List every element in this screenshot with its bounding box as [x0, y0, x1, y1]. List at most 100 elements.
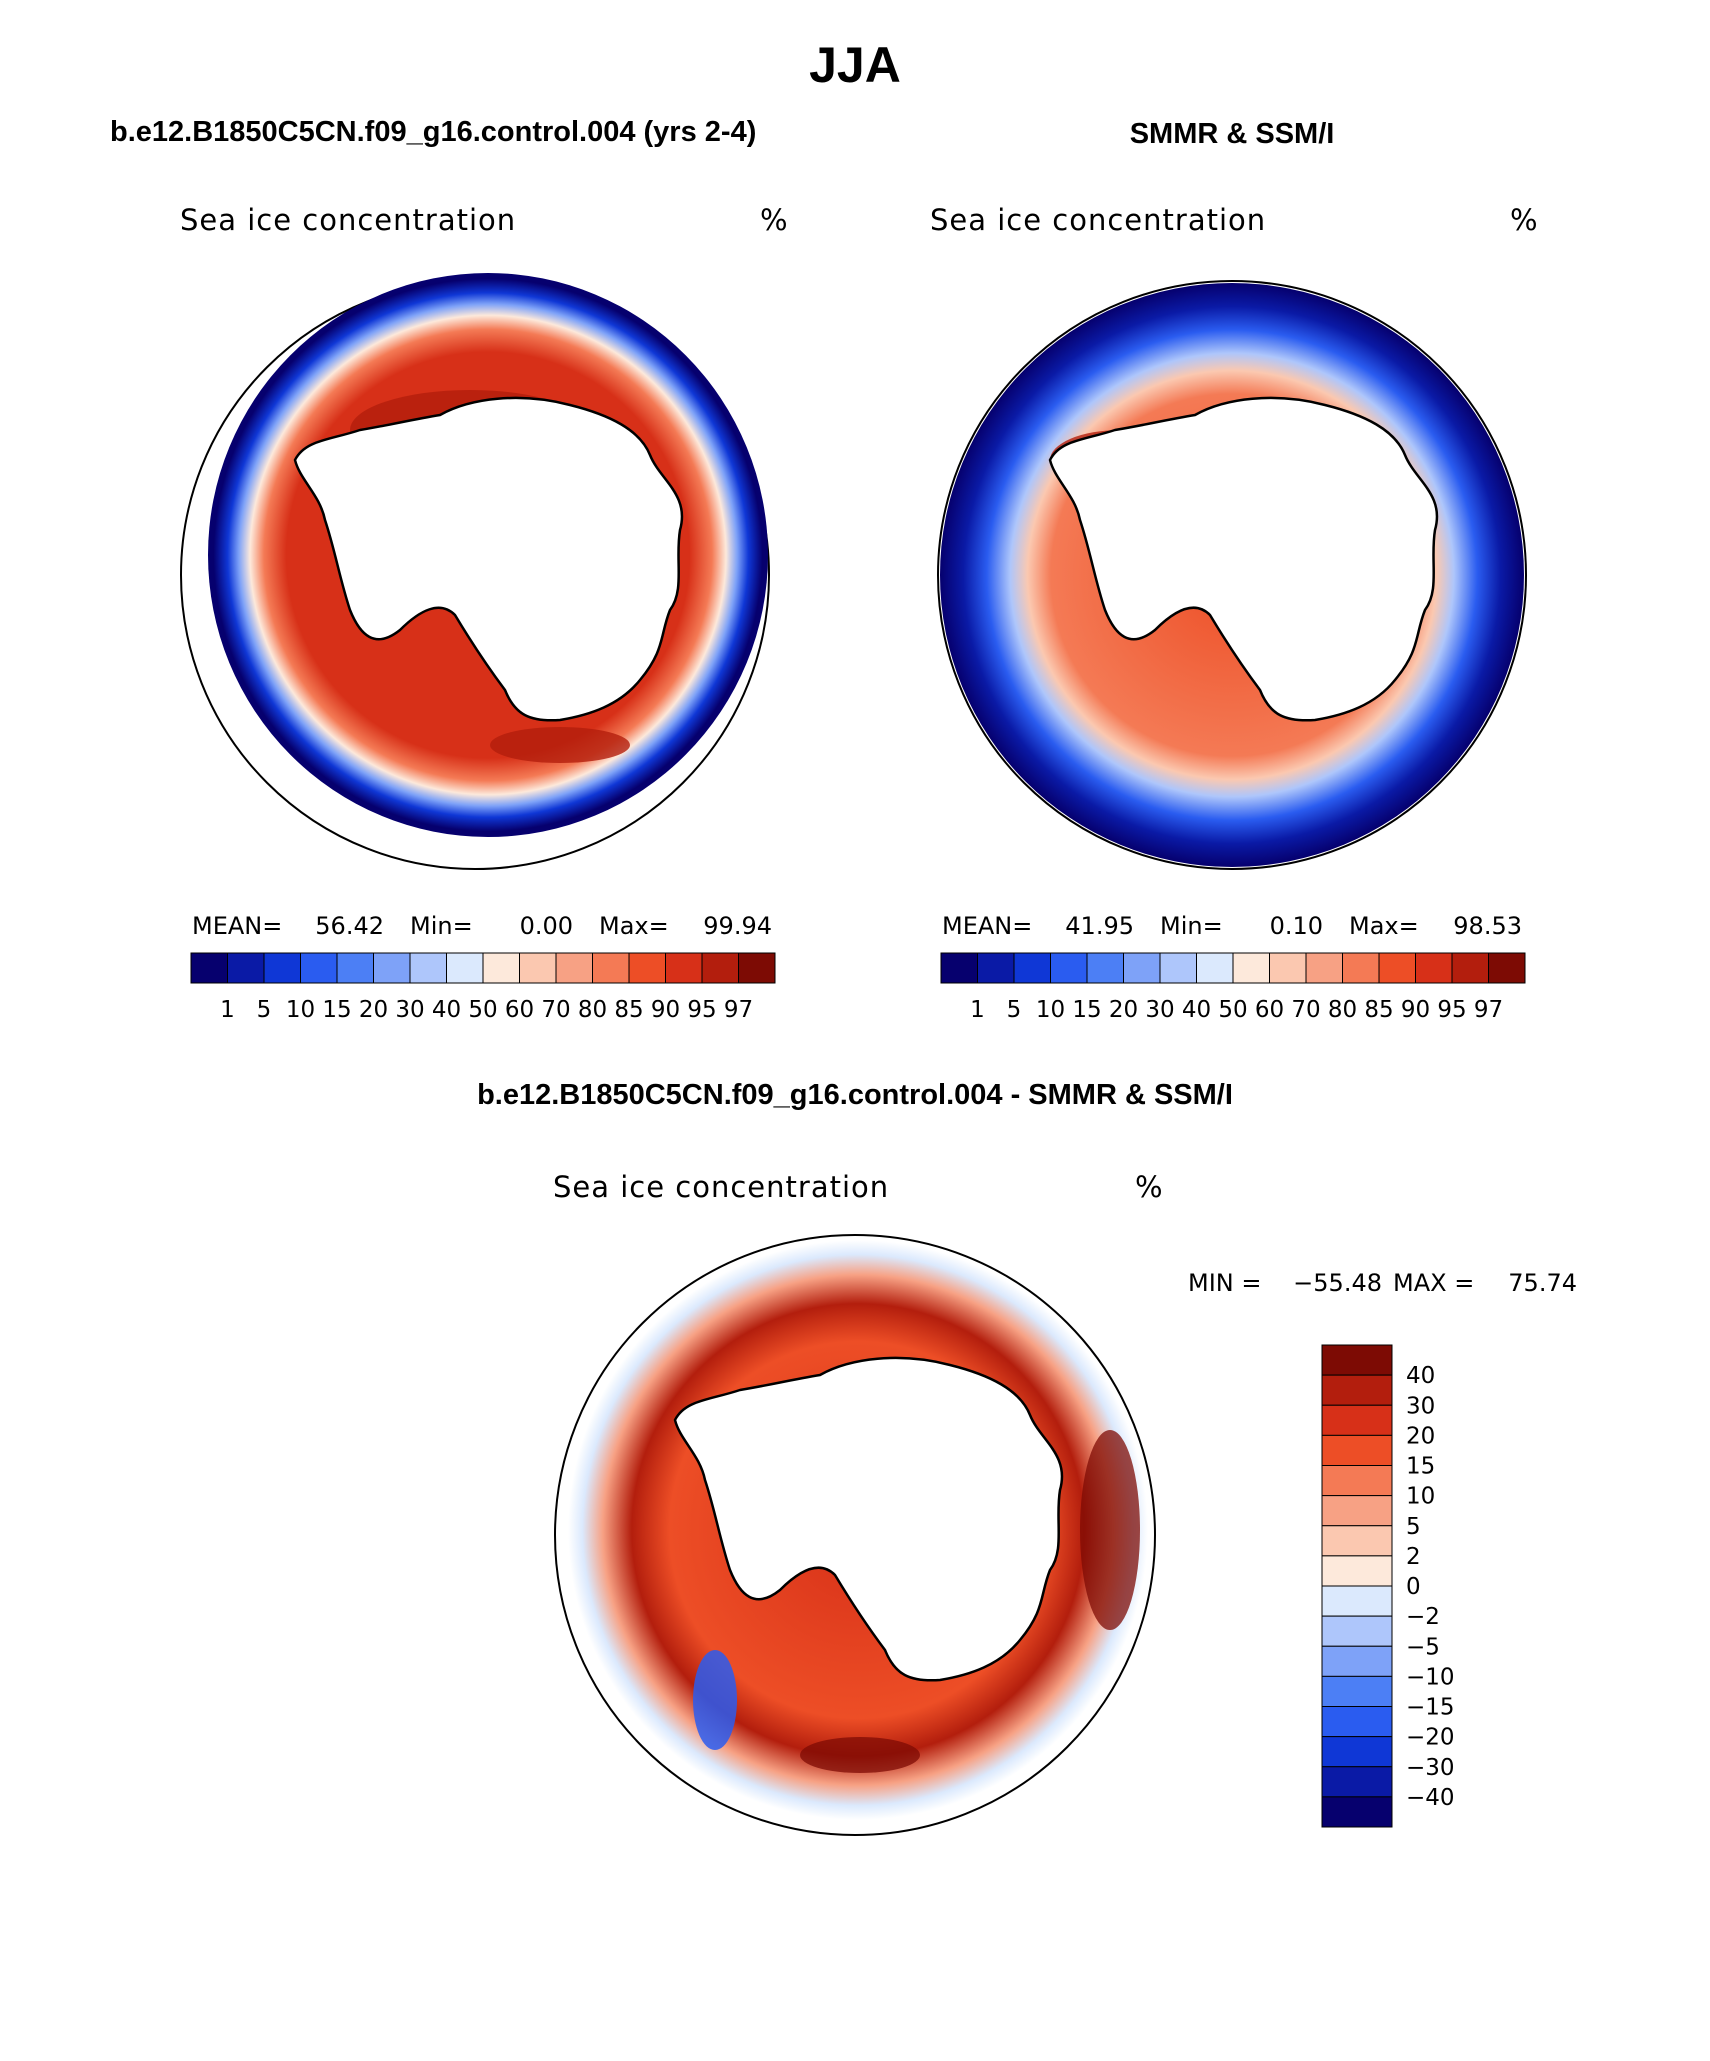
panel-1-max-value: 99.94: [703, 912, 772, 940]
diff-colorbar-swatch: [1321, 1736, 1393, 1768]
panel-1-colorbar-swatch: [227, 952, 265, 984]
panel-1-max-label: Max=: [599, 912, 669, 940]
panel-1-colorbar-tick-label: 40: [432, 997, 461, 1023]
panel-2-max-value: 98.53: [1453, 912, 1522, 940]
panel-1-colorbar-swatch: [336, 952, 374, 984]
panel-2-colorbar-tick-label: 20: [1109, 997, 1138, 1023]
panel-1-colorbar-tick-label: 50: [468, 997, 497, 1023]
panel-1-colorbar-tick-label: 90: [651, 997, 680, 1023]
panel-2-colorbar-swatch: [1013, 952, 1051, 984]
diff-colorbar-tick-label: −2: [1406, 1604, 1440, 1630]
panel-1-field-title: Sea ice concentration: [180, 203, 516, 237]
panel-2-colorbar-tick-label: 1: [970, 997, 985, 1023]
panel-1-colorbar-tick-label: 85: [614, 997, 643, 1023]
panel-1-colorbar-swatch: [373, 952, 411, 984]
panel-1-colorbar-tick-label: 70: [541, 997, 570, 1023]
diff-units: %: [1135, 1170, 1163, 1204]
panel-2-colorbar-tick-label: 50: [1218, 997, 1247, 1023]
panel-1-colorbar-tick-label: 80: [578, 997, 607, 1023]
panel-2-map: [937, 280, 1527, 870]
diff-colorbar-swatch: [1321, 1585, 1393, 1617]
panel-2-colorbar: 1 5 10 15 20 30 40 50 60 70 80 85 90 95 97: [940, 952, 1526, 1023]
panel-2-colorbar-tick-label: 97: [1474, 997, 1503, 1023]
panel-2-colorbar-swatch: [1196, 952, 1234, 984]
panel-1-map: [180, 273, 770, 870]
diff-min-value: −55.48: [1293, 1269, 1382, 1297]
panel-2-stats: MEAN= 41.95 Min= 0.10 Max= 98.53: [942, 912, 1522, 940]
panel-2-colorbar-tick-label: 40: [1182, 997, 1211, 1023]
panel-2-colorbar-tick-label: 60: [1255, 997, 1284, 1023]
panel-1-colorbar-swatch: [519, 952, 557, 984]
diff-colorbar-tick-label: 5: [1406, 1514, 1421, 1540]
page-title: JJA: [809, 37, 901, 93]
panel-2-colorbar-swatch: [1415, 952, 1453, 984]
panel-2-colorbar-swatch: [940, 952, 978, 984]
panel-2-colorbar-swatch: [1488, 952, 1526, 984]
diff-colorbar-swatch: [1321, 1344, 1393, 1376]
panel-1-dark-ice-south: [490, 727, 630, 763]
diff-negative-west: [693, 1650, 737, 1750]
panel-1-colorbar-tick-label: 95: [687, 997, 716, 1023]
diff-antarctica: [673, 1356, 1064, 1682]
diff-max-value: 75.74: [1508, 1269, 1577, 1297]
diff-header: b.e12.B1850C5CN.f09_g16.control.004 - SM…: [477, 1079, 1233, 1111]
panel-2-colorbar-swatch: [977, 952, 1015, 984]
panel-2-field-title: Sea ice concentration: [930, 203, 1266, 237]
panel-1-colorbar-swatch: [592, 952, 630, 984]
panel-1-colorbar-swatch: [665, 952, 703, 984]
panel-2-colorbar-swatch: [1086, 952, 1124, 984]
panel-1-colorbar-swatch: [555, 952, 593, 984]
panel-2-units: %: [1510, 203, 1538, 237]
panel-1-colorbar-swatch: [701, 952, 739, 984]
diff-field-title: Sea ice concentration: [553, 1170, 889, 1204]
panel-2-colorbar-swatch: [1232, 952, 1270, 984]
panel-1-colorbar-tick-label: 5: [257, 997, 272, 1023]
panel-1-colorbar-swatch: [190, 952, 228, 984]
panel-2-colorbar-tick-label: 70: [1291, 997, 1320, 1023]
panel-1-colorbar-tick-label: 60: [505, 997, 534, 1023]
panel-2-colorbar-swatch: [1123, 952, 1161, 984]
diff-colorbar-tick-label: 10: [1406, 1484, 1435, 1510]
diff-colorbar-swatch: [1321, 1525, 1393, 1557]
panel-2-max-label: Max=: [1349, 912, 1419, 940]
panel-1-min-label: Min=: [410, 912, 473, 940]
panel-2-colorbar-swatch: [1451, 952, 1489, 984]
panel-1-header: b.e12.B1850C5CN.f09_g16.control.004 (yrs…: [110, 116, 756, 148]
diff-colorbar-swatch: [1321, 1615, 1393, 1647]
panel-2-colorbar-swatch: [1342, 952, 1380, 984]
panel-1-colorbar-tick-label: 97: [724, 997, 753, 1023]
diff-colorbar-swatch: [1321, 1374, 1393, 1406]
diff-max-label: MAX =: [1393, 1269, 1474, 1297]
diff-positive-east: [1080, 1430, 1140, 1630]
diff-colorbar-swatch: [1321, 1706, 1393, 1738]
panel-2-colorbar-tick-label: 90: [1401, 997, 1430, 1023]
diff-colorbar-swatch: [1321, 1404, 1393, 1436]
diff-colorbar-swatch: [1321, 1434, 1393, 1466]
panel-2-min-value: 0.10: [1270, 912, 1323, 940]
panel-1-colorbar-tick-label: 15: [322, 997, 351, 1023]
panel-2-antarctica: [1048, 396, 1439, 722]
panel-2-colorbar-tick-label: 15: [1072, 997, 1101, 1023]
panel-2-colorbar-swatch: [1269, 952, 1307, 984]
panel-1-colorbar-tick-label: 1: [220, 997, 235, 1023]
diff-colorbar-tick-label: 20: [1406, 1423, 1435, 1449]
panel-1-colorbar-swatch: [482, 952, 520, 984]
panel-1-colorbar-swatch: [300, 952, 338, 984]
panel-2-colorbar-swatch: [1050, 952, 1088, 984]
panel-2-colorbar-swatch: [1378, 952, 1416, 984]
diff-colorbar-tick-label: −20: [1406, 1725, 1455, 1751]
diff-colorbar-tick-label: 30: [1406, 1393, 1435, 1419]
panel-2-colorbar-swatch: [1305, 952, 1343, 984]
panel-1-colorbar-swatch: [409, 952, 447, 984]
panel-1-antarctica: [293, 396, 684, 722]
diff-colorbar-tick-label: 40: [1406, 1363, 1435, 1389]
diff-min-label: MIN =: [1188, 1269, 1261, 1297]
panel-1-units: %: [760, 203, 788, 237]
diff-colorbar-tick-label: −15: [1406, 1695, 1455, 1721]
diff-colorbar-tick-label: −10: [1406, 1664, 1455, 1690]
diff-colorbar-tick-label: −30: [1406, 1755, 1455, 1781]
panel-1-min-value: 0.00: [520, 912, 573, 940]
panel-2-colorbar-swatch: [1159, 952, 1197, 984]
panel-1-mean-label: MEAN=: [192, 912, 282, 940]
